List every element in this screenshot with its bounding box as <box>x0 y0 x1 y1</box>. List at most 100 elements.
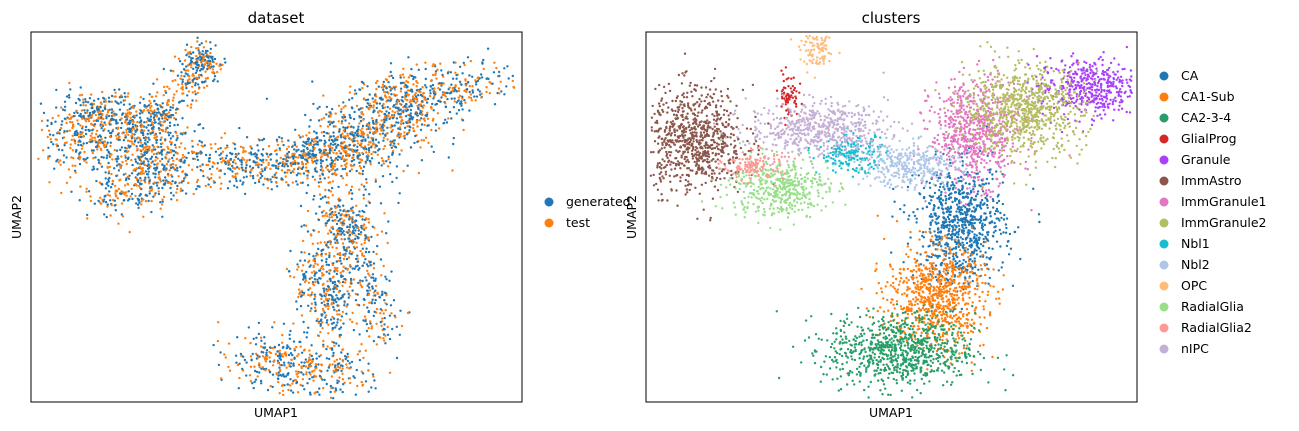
point-generated <box>457 109 461 112</box>
point-CA <box>958 228 961 231</box>
point-test <box>304 155 307 158</box>
point-generated <box>387 220 390 223</box>
point-generated <box>198 43 201 47</box>
clusters-panel: clusters UMAP1 UMAP2 CACA1-SubCA2-3-4Gli… <box>624 9 1267 420</box>
point-generated <box>171 135 175 138</box>
point-generated <box>145 126 148 129</box>
point-CA <box>948 211 951 214</box>
point-test <box>125 128 128 132</box>
point-generated <box>121 112 125 115</box>
point-test <box>382 264 385 268</box>
point-test <box>100 202 103 205</box>
point-test <box>322 116 326 120</box>
point-test <box>318 369 322 372</box>
point-CA <box>953 184 956 187</box>
point-CA <box>957 239 960 242</box>
point-CA <box>939 197 943 201</box>
point-generated <box>50 122 53 126</box>
point-test <box>210 173 213 176</box>
point-CA <box>929 223 932 227</box>
point-generated <box>153 121 156 124</box>
point-CA <box>945 241 948 245</box>
point-test <box>327 287 331 291</box>
point-test <box>397 142 400 146</box>
point-CA <box>961 187 964 190</box>
point-CA <box>941 199 945 202</box>
point-test <box>138 136 141 140</box>
point-generated <box>213 78 216 81</box>
point-generated <box>341 364 344 368</box>
point-test <box>358 281 362 284</box>
point-generated <box>78 151 82 154</box>
point-generated <box>328 255 331 259</box>
point-test <box>388 371 392 374</box>
point-test <box>71 121 74 124</box>
point-test <box>228 369 232 372</box>
point-test <box>301 378 304 381</box>
point-test <box>422 95 426 99</box>
point-test <box>320 297 323 301</box>
point-generated <box>335 272 339 276</box>
point-test <box>365 181 368 184</box>
point-test <box>351 320 354 324</box>
point-generated <box>382 129 385 132</box>
point-generated <box>102 96 105 100</box>
point-test <box>488 80 491 84</box>
point-test <box>191 91 194 94</box>
point-generated <box>402 109 405 113</box>
point-test <box>132 169 135 172</box>
point-generated <box>317 218 321 222</box>
point-generated <box>105 182 108 186</box>
point-test <box>416 81 419 85</box>
point-generated <box>335 342 338 345</box>
point-CA <box>982 203 986 206</box>
point-generated <box>96 168 99 171</box>
point-generated <box>249 171 252 174</box>
point-test <box>104 100 108 103</box>
point-test <box>71 164 74 167</box>
point-generated <box>338 128 341 131</box>
point-test <box>322 300 326 303</box>
point-CA <box>934 243 938 246</box>
point-generated <box>455 112 458 115</box>
point-test <box>375 122 378 126</box>
point-generated <box>87 190 91 193</box>
point-generated <box>207 183 210 186</box>
point-test <box>386 138 389 141</box>
point-test <box>260 168 263 171</box>
point-generated <box>89 103 92 106</box>
point-test <box>166 99 170 103</box>
point-generated <box>358 267 361 270</box>
point-test <box>191 168 194 171</box>
point-generated <box>369 160 372 163</box>
point-test <box>259 336 263 339</box>
point-generated <box>372 111 375 114</box>
point-test <box>154 95 158 98</box>
point-test <box>350 185 354 188</box>
point-generated <box>405 121 408 124</box>
point-generated <box>155 141 158 144</box>
point-test <box>172 96 175 99</box>
point-test <box>358 188 361 191</box>
point-generated <box>312 229 315 232</box>
point-generated <box>114 209 118 212</box>
point-CA <box>977 218 980 222</box>
point-generated <box>318 205 321 208</box>
point-test <box>359 158 362 161</box>
point-test <box>166 101 169 105</box>
point-test <box>310 159 314 162</box>
point-generated <box>332 351 335 355</box>
point-test <box>172 103 175 107</box>
point-generated <box>292 157 295 160</box>
point-test <box>183 59 187 62</box>
point-test <box>121 160 124 164</box>
point-CA <box>925 258 928 262</box>
point-test <box>276 143 280 147</box>
point-generated <box>307 151 310 154</box>
point-test <box>422 139 426 142</box>
point-generated <box>398 333 401 336</box>
point-CA <box>938 185 942 189</box>
point-generated <box>137 141 140 144</box>
